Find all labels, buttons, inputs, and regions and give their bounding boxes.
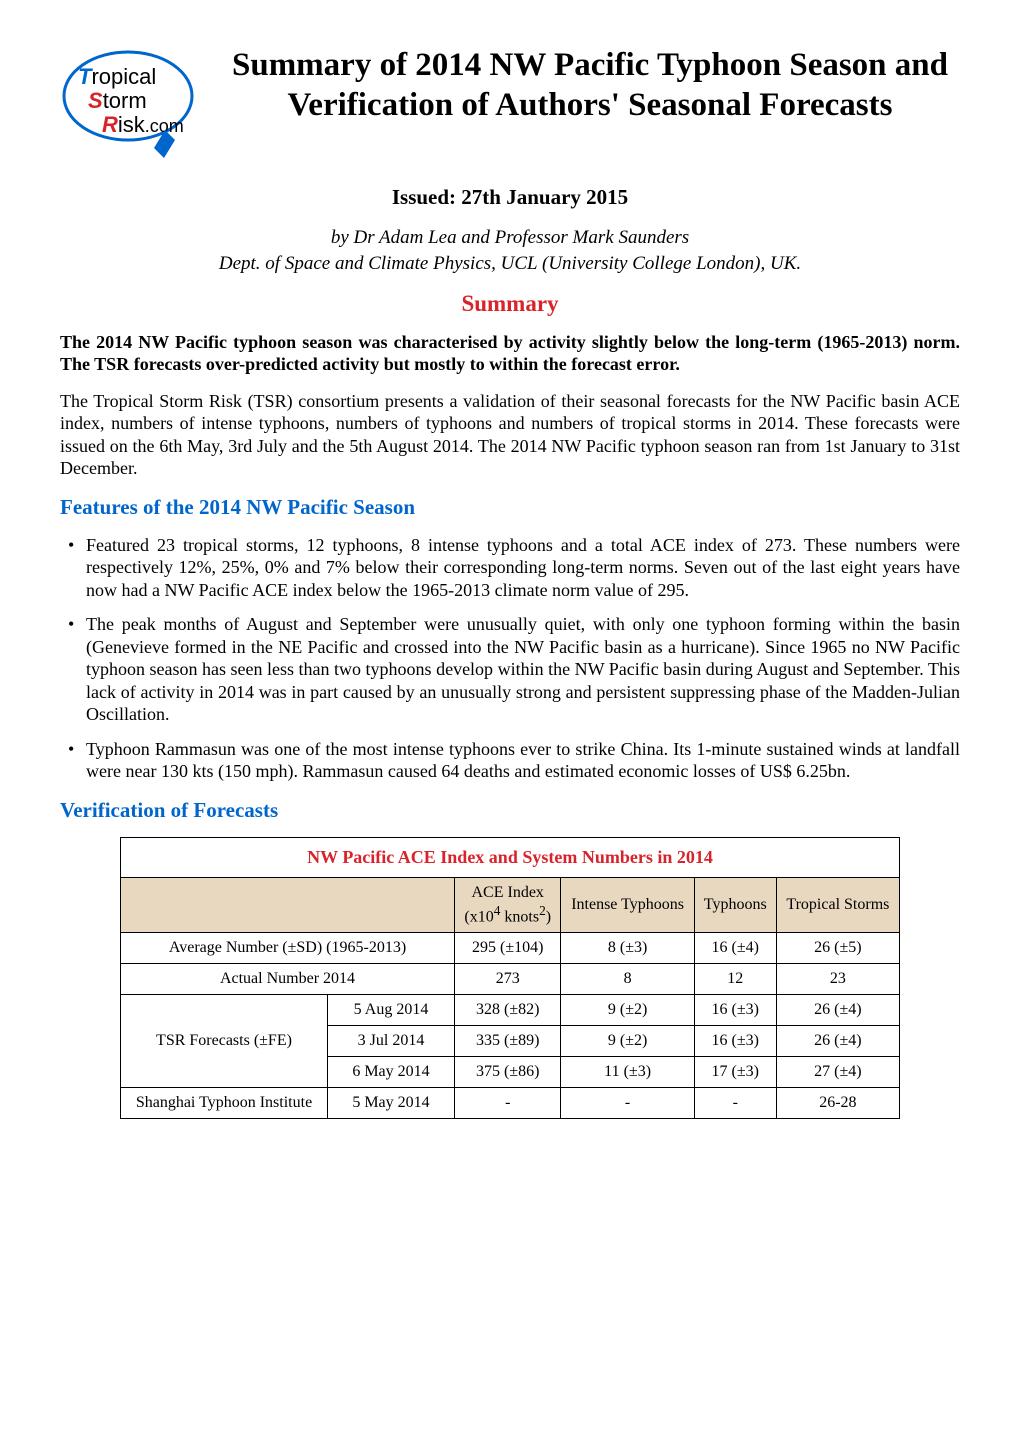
table-cell: 8 <box>561 963 694 994</box>
verification-heading: Verification of Forecasts <box>60 797 960 823</box>
table-cell: 16 (±4) <box>694 932 776 963</box>
table-cell: 16 (±3) <box>694 994 776 1025</box>
forecast-date: 6 May 2014 <box>328 1056 455 1087</box>
forecast-date: 5 Aug 2014 <box>328 994 455 1025</box>
features-heading: Features of the 2014 NW Pacific Season <box>60 494 960 520</box>
forecast-date: 5 May 2014 <box>328 1087 455 1118</box>
summary-bold-text: The 2014 NW Pacific typhoon season was c… <box>60 331 960 376</box>
table-cell: 273 <box>455 963 561 994</box>
department: Dept. of Space and Climate Physics, UCL … <box>60 252 960 276</box>
table-cell: 295 (±104) <box>455 932 561 963</box>
svg-text:Storm: Storm <box>88 88 147 113</box>
feature-bullet: Typhoon Rammasun was one of the most int… <box>60 738 960 783</box>
table-cell: - <box>455 1087 561 1118</box>
table-cell: 12 <box>694 963 776 994</box>
verification-table-wrap: NW Pacific ACE Index and System Numbers … <box>120 837 900 1119</box>
table-cell: 11 (±3) <box>561 1056 694 1087</box>
table-title: NW Pacific ACE Index and System Numbers … <box>121 838 900 878</box>
verification-table: NW Pacific ACE Index and System Numbers … <box>120 837 900 1119</box>
table-cell: - <box>694 1087 776 1118</box>
table-cell: 26 (±5) <box>776 932 899 963</box>
issued-date: Issued: 27th January 2015 <box>60 184 960 210</box>
table-cell: 328 (±82) <box>455 994 561 1025</box>
table-cell: 27 (±4) <box>776 1056 899 1087</box>
summary-paragraph: The Tropical Storm Risk (TSR) consortium… <box>60 390 960 480</box>
byline: by Dr Adam Lea and Professor Mark Saunde… <box>60 226 960 250</box>
table-cell: 9 (±2) <box>561 1025 694 1056</box>
svg-text:Risk.com: Risk.com <box>102 112 184 137</box>
table-header-blank <box>121 877 455 932</box>
table-cell: 26-28 <box>776 1087 899 1118</box>
table-cell: 375 (±86) <box>455 1056 561 1087</box>
table-cell: 8 (±3) <box>561 932 694 963</box>
feature-bullet: The peak months of August and September … <box>60 613 960 726</box>
summary-heading: Summary <box>60 290 960 319</box>
table-header: Typhoons <box>694 877 776 932</box>
row-label: Average Number (±SD) (1965-2013) <box>121 932 455 963</box>
svg-text:Tropical: Tropical <box>78 64 156 89</box>
forecast-date: 3 Jul 2014 <box>328 1025 455 1056</box>
main-title: Summary of 2014 NW Pacific Typhoon Seaso… <box>220 46 960 125</box>
table-cell: 26 (±4) <box>776 1025 899 1056</box>
table-header: Intense Typhoons <box>561 877 694 932</box>
tsr-label: TSR Forecasts (±FE) <box>121 994 328 1087</box>
tsr-logo: Tropical Storm Risk.com <box>60 46 202 166</box>
row-label: Actual Number 2014 <box>121 963 455 994</box>
shanghai-label: Shanghai Typhoon Institute <box>121 1087 328 1118</box>
table-cell: 335 (±89) <box>455 1025 561 1056</box>
table-cell: - <box>561 1087 694 1118</box>
table-cell: 26 (±4) <box>776 994 899 1025</box>
features-bullet-list: Featured 23 tropical storms, 12 typhoons… <box>60 534 960 783</box>
table-cell: 9 (±2) <box>561 994 694 1025</box>
table-cell: 17 (±3) <box>694 1056 776 1087</box>
table-cell: 23 <box>776 963 899 994</box>
feature-bullet: Featured 23 tropical storms, 12 typhoons… <box>60 534 960 602</box>
table-cell: 16 (±3) <box>694 1025 776 1056</box>
header-row: Tropical Storm Risk.com Summary of 2014 … <box>60 46 960 166</box>
table-header: ACE Index(x104 knots2) <box>455 877 561 932</box>
table-header: Tropical Storms <box>776 877 899 932</box>
